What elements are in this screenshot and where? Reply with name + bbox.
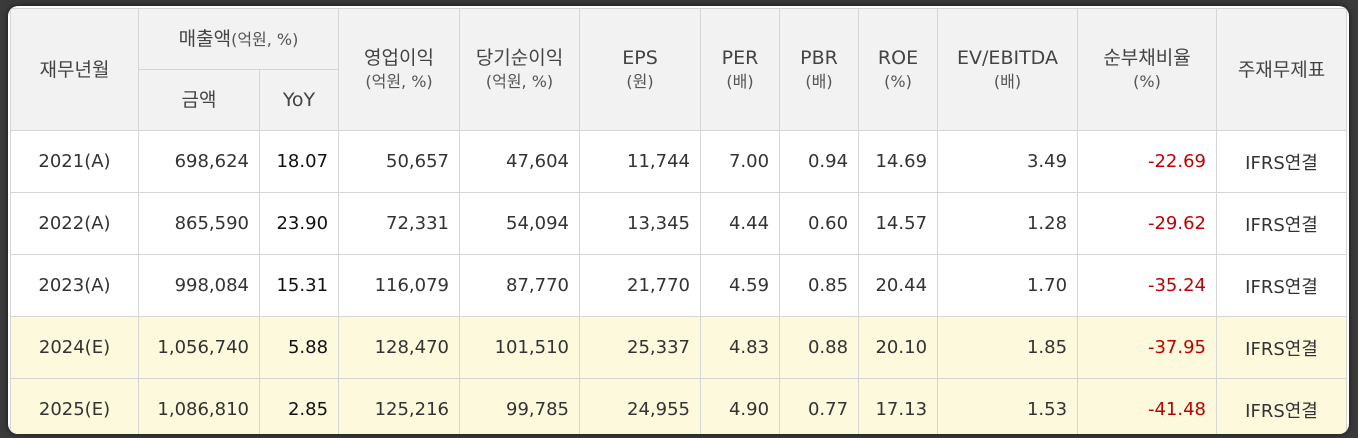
cell-per: 4.83 bbox=[700, 316, 781, 379]
cell-operating-income: 116,079 bbox=[338, 254, 461, 317]
cell-period: 2024(E) bbox=[10, 316, 139, 379]
header-eps-unit: (원) bbox=[626, 71, 654, 91]
cell-pbr: 0.94 bbox=[779, 130, 860, 193]
header-net-income-label: 당기순이익 bbox=[475, 46, 564, 69]
cell-eps: 21,770 bbox=[579, 254, 702, 317]
header-per: PER (배) bbox=[700, 8, 781, 131]
cell-eps: 13,345 bbox=[579, 192, 702, 255]
table-row: 2023(A) 998,084 15.31 116,079 87,770 21,… bbox=[10, 254, 1348, 317]
header-period: 재무년월 bbox=[10, 8, 139, 131]
cell-ev-ebitda: 1.70 bbox=[937, 254, 1079, 317]
table-row: 2022(A) 865,590 23.90 72,331 54,094 13,3… bbox=[10, 192, 1348, 255]
cell-net-income: 47,604 bbox=[459, 130, 581, 193]
cell-yoy: 23.90 bbox=[258, 192, 340, 255]
cell-net-debt-ratio: -41.48 bbox=[1077, 378, 1218, 434]
header-roe-unit: (%) bbox=[884, 71, 912, 91]
cell-yoy: 15.31 bbox=[258, 254, 340, 317]
cell-main-financial-statement: IFRS연결 bbox=[1216, 254, 1348, 317]
header-roe-label: ROE bbox=[877, 46, 919, 69]
cell-ev-ebitda: 3.49 bbox=[937, 130, 1079, 193]
cell-operating-income: 128,470 bbox=[338, 316, 461, 379]
header-sales-unit: (억원, %) bbox=[231, 29, 299, 49]
table-row-estimate: 2024(E) 1,056,740 5.88 128,470 101,510 2… bbox=[10, 316, 1348, 379]
header-per-unit: (배) bbox=[726, 71, 754, 91]
cell-roe: 14.57 bbox=[858, 192, 939, 255]
cell-ev-ebitda: 1.53 bbox=[937, 378, 1079, 434]
cell-roe: 20.44 bbox=[858, 254, 939, 317]
cell-roe: 14.69 bbox=[858, 130, 939, 193]
header-sales-label: 매출액 bbox=[178, 27, 232, 50]
cell-sales: 698,624 bbox=[138, 130, 260, 193]
cell-net-debt-ratio: -29.62 bbox=[1077, 192, 1218, 255]
cell-ev-ebitda: 1.85 bbox=[937, 316, 1079, 379]
cell-net-income: 54,094 bbox=[459, 192, 581, 255]
header-net-debt-ratio-label: 순부채비율 bbox=[1103, 46, 1191, 69]
cell-period: 2021(A) bbox=[10, 130, 139, 193]
cell-per: 7.00 bbox=[700, 130, 781, 193]
cell-per: 4.59 bbox=[700, 254, 781, 317]
header-net-debt-ratio: 순부채비율 (%) bbox=[1077, 8, 1218, 131]
cell-yoy: 2.85 bbox=[258, 378, 340, 434]
header-pbr-label: PBR bbox=[800, 46, 838, 69]
cell-main-financial-statement: IFRS연결 bbox=[1216, 316, 1348, 379]
cell-yoy: 5.88 bbox=[258, 316, 340, 379]
cell-period: 2025(E) bbox=[10, 378, 139, 434]
cell-net-debt-ratio: -22.69 bbox=[1077, 130, 1218, 193]
cell-pbr: 0.77 bbox=[779, 378, 860, 434]
header-eps: EPS (원) bbox=[579, 8, 702, 131]
header-ev-ebitda-label: EV/EBITDA bbox=[957, 46, 1058, 69]
cell-pbr: 0.85 bbox=[779, 254, 860, 317]
header-per-label: PER bbox=[721, 46, 759, 69]
cell-pbr: 0.88 bbox=[779, 316, 860, 379]
cell-per: 4.44 bbox=[700, 192, 781, 255]
cell-period: 2022(A) bbox=[10, 192, 139, 255]
header-operating-income-label: 영업이익 bbox=[364, 46, 434, 69]
cell-net-income: 87,770 bbox=[459, 254, 581, 317]
cell-eps: 11,744 bbox=[579, 130, 702, 193]
header-sales-amount: 금액 bbox=[138, 69, 260, 131]
cell-per: 4.90 bbox=[700, 378, 781, 434]
cell-pbr: 0.60 bbox=[779, 192, 860, 255]
financial-summary-table: 재무년월 매출액(억원, %) 영업이익 (억원, %) 당기순이익 (억원, %)… bbox=[10, 8, 1348, 434]
cell-yoy: 18.07 bbox=[258, 130, 340, 193]
cell-main-financial-statement: IFRS연결 bbox=[1216, 192, 1348, 255]
header-roe: ROE (%) bbox=[858, 8, 939, 131]
header-pbr: PBR (배) bbox=[779, 8, 860, 131]
header-net-income: 당기순이익 (억원, %) bbox=[459, 8, 581, 131]
header-ev-ebitda-unit: (배) bbox=[993, 71, 1022, 91]
cell-eps: 25,337 bbox=[579, 316, 702, 379]
cell-sales: 1,056,740 bbox=[138, 316, 260, 379]
table-row-estimate: 2025(E) 1,086,810 2.85 125,216 99,785 24… bbox=[10, 378, 1348, 434]
cell-period: 2023(A) bbox=[10, 254, 139, 317]
cell-net-debt-ratio: -35.24 bbox=[1077, 254, 1218, 317]
cell-ev-ebitda: 1.28 bbox=[937, 192, 1079, 255]
cell-operating-income: 125,216 bbox=[338, 378, 461, 434]
cell-main-financial-statement: IFRS연결 bbox=[1216, 378, 1348, 434]
header-net-income-unit: (억원, %) bbox=[485, 71, 554, 91]
financial-summary-panel: 재무년월 매출액(억원, %) 영업이익 (억원, %) 당기순이익 (억원, %)… bbox=[8, 6, 1349, 434]
cell-net-income: 99,785 bbox=[459, 378, 581, 434]
header-sales: 매출액(억원, %) bbox=[137, 8, 340, 70]
cell-net-income: 101,510 bbox=[459, 316, 581, 379]
cell-sales: 998,084 bbox=[138, 254, 260, 317]
header-operating-income-unit: (억원, %) bbox=[365, 71, 433, 91]
cell-sales: 1,086,810 bbox=[138, 378, 260, 434]
cell-sales: 865,590 bbox=[138, 192, 260, 255]
cell-roe: 20.10 bbox=[858, 316, 939, 379]
header-main-financial-statement: 주재무제표 bbox=[1216, 8, 1348, 131]
table-row: 2021(A) 698,624 18.07 50,657 47,604 11,7… bbox=[10, 130, 1348, 193]
header-pbr-unit: (배) bbox=[805, 71, 833, 91]
cell-operating-income: 50,657 bbox=[338, 130, 461, 193]
header-sales-yoy: YoY bbox=[258, 69, 340, 131]
cell-main-financial-statement: IFRS연결 bbox=[1216, 130, 1348, 193]
header-net-debt-ratio-unit: (%) bbox=[1133, 71, 1161, 91]
header-ev-ebitda: EV/EBITDA (배) bbox=[937, 8, 1079, 131]
header-eps-label: EPS bbox=[622, 46, 658, 69]
cell-net-debt-ratio: -37.95 bbox=[1077, 316, 1218, 379]
header-operating-income: 영업이익 (억원, %) bbox=[338, 8, 461, 131]
cell-eps: 24,955 bbox=[579, 378, 702, 434]
cell-operating-income: 72,331 bbox=[338, 192, 461, 255]
cell-roe: 17.13 bbox=[858, 378, 939, 434]
